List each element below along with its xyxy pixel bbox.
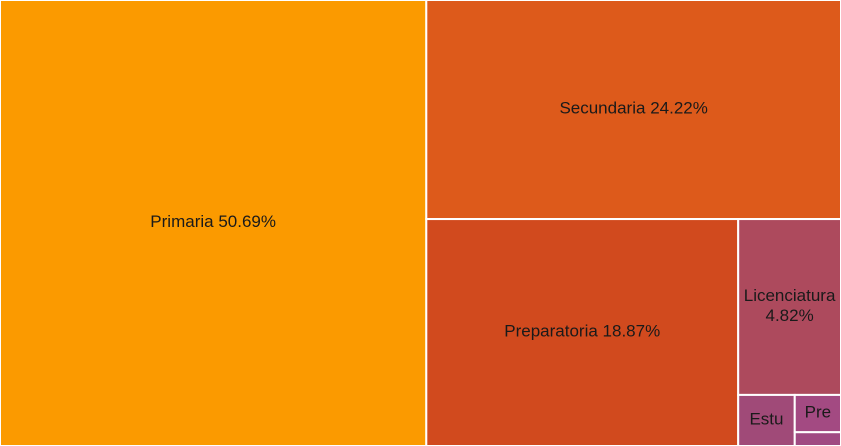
value-label: 24.22% xyxy=(650,99,708,118)
value-label: 50.69% xyxy=(218,212,276,231)
cell-label: Secundaria 24.22% xyxy=(559,99,707,118)
value-label: 18.87% xyxy=(603,322,661,341)
category-name: Estu xyxy=(749,410,783,429)
cell-label: Estu xyxy=(749,410,783,429)
treemap-cell xyxy=(0,0,428,446)
cell-label: Primaria 50.69% xyxy=(150,212,276,231)
cell-label: Licenciatura 4.82% xyxy=(744,286,836,325)
cell-label: Pre xyxy=(805,403,831,422)
category-name: Preparatoria xyxy=(504,322,598,341)
treemap-cell xyxy=(793,431,841,446)
category-name: Primaria xyxy=(150,212,214,231)
label-line: Licenciatura xyxy=(744,286,836,305)
category-name: Licenciatura xyxy=(744,286,836,305)
cell-label: Preparatoria 18.87% xyxy=(504,322,660,341)
treemap-cell xyxy=(425,218,740,446)
category-name: Secundaria xyxy=(559,99,646,118)
treemap-cell xyxy=(425,0,841,221)
label-line: 4.82% xyxy=(765,306,813,325)
category-name: Pre xyxy=(805,403,831,422)
value-label: 4.82% xyxy=(765,306,813,325)
treemap-cell xyxy=(737,218,841,396)
